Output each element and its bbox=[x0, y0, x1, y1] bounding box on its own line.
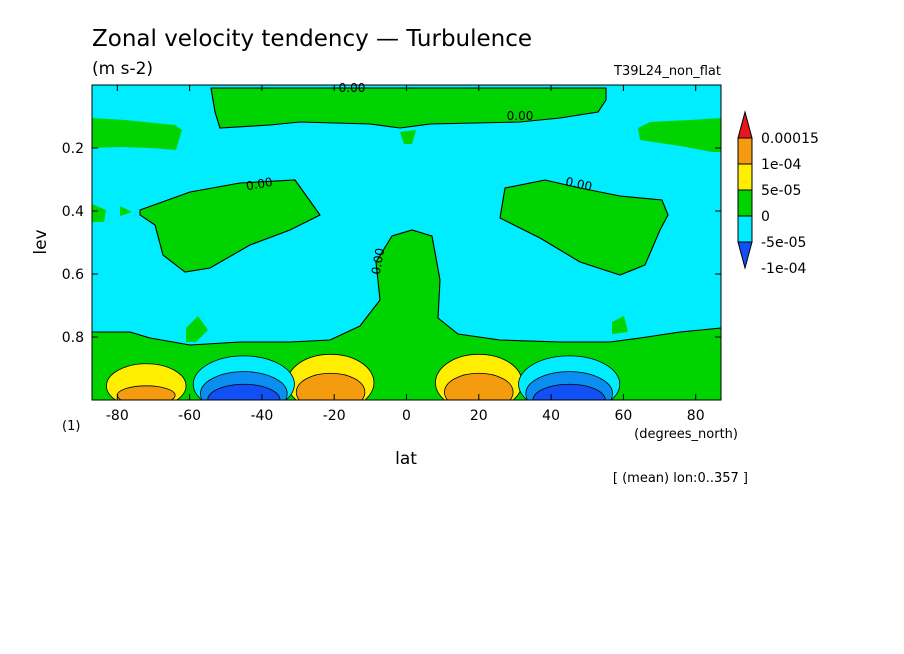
colorbar: 0.00015 1e-04 5e-05 0 -5e-05 -1e-04 bbox=[737, 110, 819, 277]
colorbar-segment bbox=[737, 110, 753, 139]
colorbar-label: 0 bbox=[761, 209, 770, 225]
zero-contour-3 bbox=[499, 179, 669, 276]
colorbar-segment bbox=[737, 137, 753, 165]
cell-orange-3 bbox=[444, 372, 514, 400]
colorbar-segment bbox=[737, 215, 753, 243]
y-axis-label: lev bbox=[31, 229, 51, 254]
zero-contour-2 bbox=[139, 179, 321, 273]
zero-contour-4 bbox=[92, 229, 721, 346]
experiment-label: T39L24_non_flat bbox=[613, 64, 721, 79]
x-tick-label: -60 bbox=[178, 408, 201, 424]
colorbar-label: -1e-04 bbox=[761, 261, 807, 277]
region-green-left-dot bbox=[120, 206, 132, 216]
region-green-right-small bbox=[612, 316, 628, 334]
x-tick-label: 40 bbox=[542, 408, 560, 424]
footnote-label: (1) bbox=[62, 419, 80, 434]
x-tick-label: -40 bbox=[250, 408, 273, 424]
zero-contour-1 bbox=[210, 87, 607, 129]
y-tick-label: 0.8 bbox=[62, 330, 84, 346]
colorbar-label: 0.00015 bbox=[761, 131, 819, 147]
x-tick-label: 60 bbox=[614, 408, 632, 424]
x-axis-label: lat bbox=[395, 449, 417, 469]
contour-label: 0.00 bbox=[564, 174, 593, 193]
region-green-left-small bbox=[186, 316, 208, 342]
chart-title: Zonal velocity tendency — Turbulence bbox=[92, 26, 532, 52]
contour-label: 0.00 bbox=[507, 109, 534, 123]
chart-units: (m s-2) bbox=[92, 59, 153, 79]
colorbar-segment bbox=[737, 189, 753, 217]
x-tick-label: 20 bbox=[470, 408, 488, 424]
colorbar-label: 1e-04 bbox=[761, 157, 801, 173]
contour-label: 0.00 bbox=[339, 81, 366, 95]
contour-label: 0.00 bbox=[369, 247, 387, 276]
region-green-mid-left bbox=[140, 180, 320, 272]
y-tick-label: 0.6 bbox=[62, 267, 84, 283]
y-tick-label: 0.4 bbox=[62, 204, 84, 220]
mean-note: [ (mean) lon:0..357 ] bbox=[613, 471, 748, 486]
region-green-top-left bbox=[92, 118, 182, 150]
region-green-blip-top bbox=[400, 130, 416, 144]
contour-label: 0.00 bbox=[245, 175, 274, 193]
colorbar-label: -5e-05 bbox=[761, 235, 806, 251]
colorbar-label: 5e-05 bbox=[761, 183, 801, 199]
x-tick-label: -20 bbox=[323, 408, 346, 424]
y-tick-label: 0.2 bbox=[62, 141, 84, 157]
region-green-top-band bbox=[211, 88, 606, 128]
colorbar-segment bbox=[737, 163, 753, 191]
cell-orange-1 bbox=[116, 385, 176, 400]
cell-orange-2 bbox=[295, 372, 366, 400]
x-tick-label: 0 bbox=[402, 408, 411, 424]
x-tick-label: -80 bbox=[106, 408, 129, 424]
x-axis-units: (degrees_north) bbox=[634, 427, 738, 442]
axis-ticks: -80 -60 -40 -20 0 20 40 60 80 0.2 0.4 0.6 0.8 bbox=[62, 85, 721, 424]
region-green-mid-right bbox=[500, 180, 668, 275]
x-tick-label: 80 bbox=[687, 408, 705, 424]
region-green-left-edge bbox=[92, 204, 106, 222]
contour-fill-group bbox=[92, 85, 721, 400]
colorbar-segment bbox=[737, 241, 753, 270]
plot-area: 0.00 0.00 0.00 0.00 0.00 bbox=[91, 81, 722, 401]
region-green-top-right bbox=[638, 118, 721, 152]
